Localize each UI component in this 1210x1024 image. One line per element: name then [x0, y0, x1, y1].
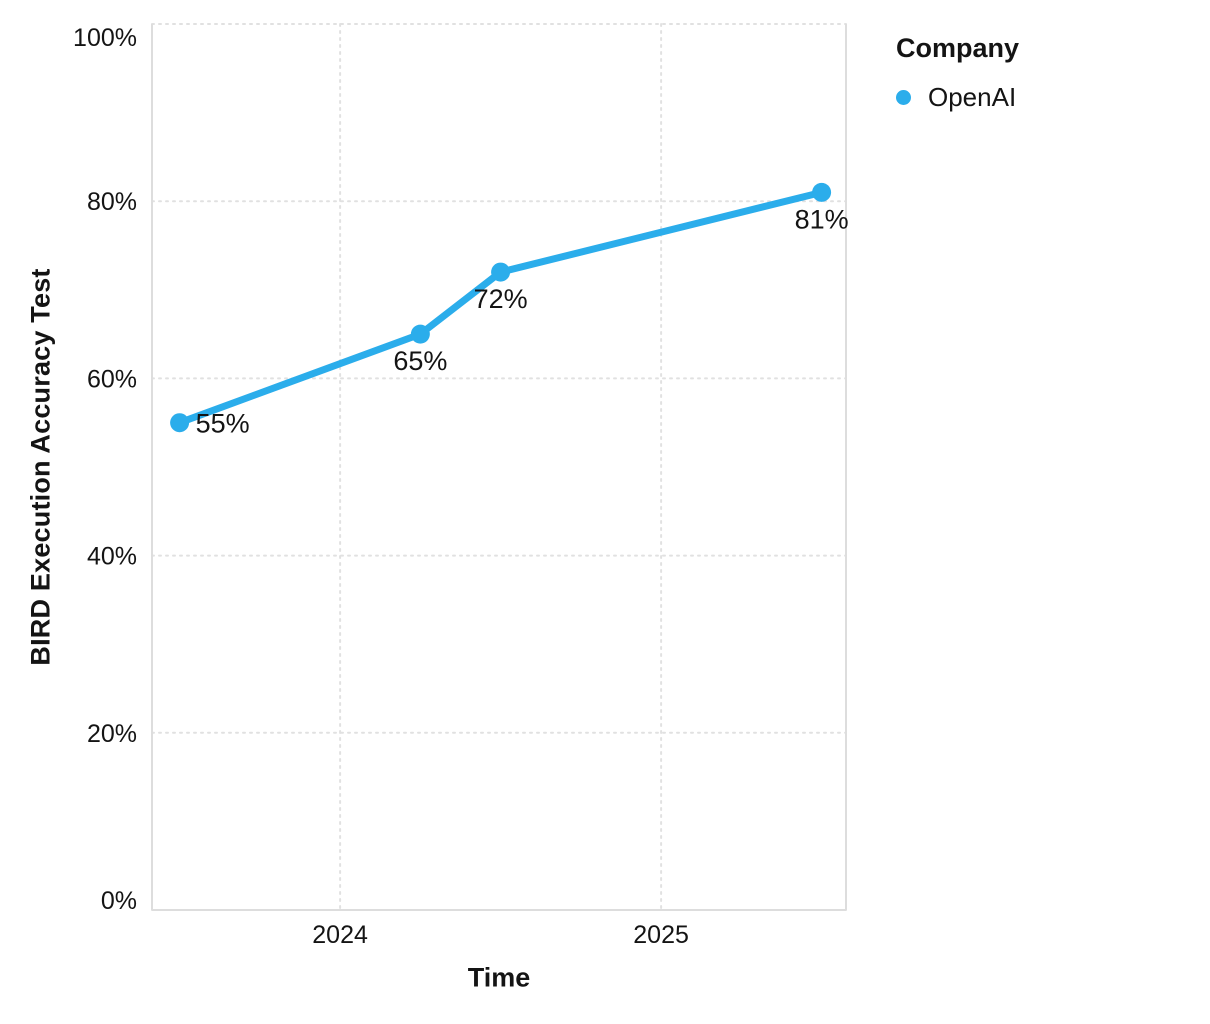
legend-title: Company — [896, 33, 1020, 63]
x-axis-title: Time — [467, 962, 531, 993]
data-point[interactable] — [491, 262, 511, 282]
y-axis-title: BIRD Execution Accuracy Test — [25, 268, 56, 666]
y-tick-label: 40% — [87, 543, 137, 571]
y-tick-label: 100% — [73, 24, 137, 52]
y-tick-label: 0% — [101, 887, 137, 915]
y-tick-label: 80% — [87, 188, 137, 216]
data-point-label: 55% — [196, 409, 250, 439]
data-point-label: 72% — [474, 284, 528, 314]
data-point[interactable] — [410, 324, 430, 344]
legend: Company OpenAI — [896, 33, 1196, 113]
data-point-label: 65% — [393, 346, 447, 376]
legend-series-dot-icon — [896, 90, 911, 105]
y-tick-label: 20% — [87, 720, 137, 748]
y-tick-label: 60% — [87, 365, 137, 393]
legend-item-label: OpenAI — [928, 82, 1017, 112]
x-tick-label: 2024 — [312, 921, 368, 949]
data-point-label: 81% — [795, 204, 849, 234]
series-line — [176, 188, 826, 427]
data-point[interactable] — [170, 413, 190, 433]
data-point[interactable] — [812, 182, 832, 202]
legend-item-openai[interactable]: OpenAI — [896, 82, 1196, 113]
x-tick-label: 2025 — [633, 921, 689, 949]
